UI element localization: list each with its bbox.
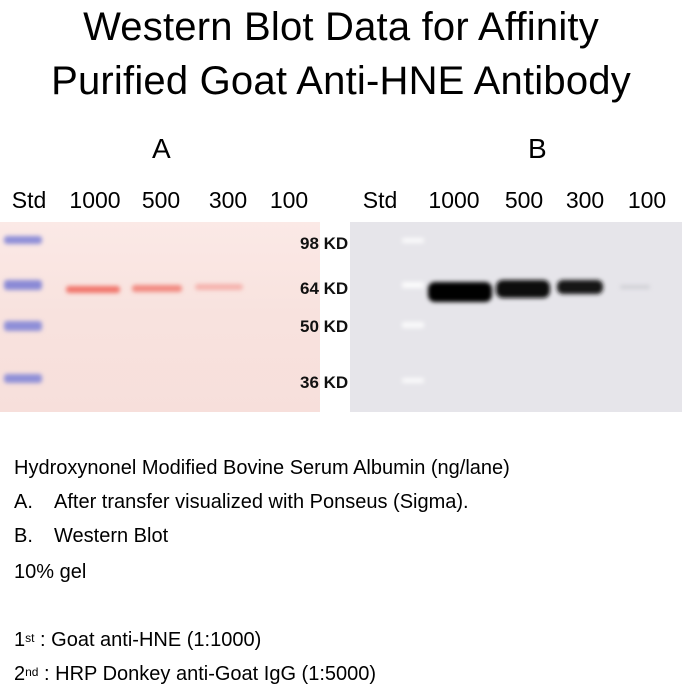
std-marker-band-b <box>402 282 424 288</box>
mw-marker-36: 36 KD <box>300 373 349 392</box>
western-blot-svg <box>402 238 650 383</box>
panel-a-lane-label: Std <box>11 187 47 213</box>
panel-a-lane-label: 1000 <box>69 187 121 213</box>
figure-title-line-2: Purified Goat Anti-HNE Antibody <box>51 59 631 103</box>
std-marker-band-a <box>4 374 42 383</box>
sample-band-b-1000 <box>428 282 492 302</box>
caption-primary-antibody: 1st : Goat anti-HNE (1:1000) <box>14 628 261 652</box>
panel-a-lane-label: 100 <box>269 187 309 213</box>
mw-marker-64: 64 KD <box>300 279 349 298</box>
sample-band-a-1000 <box>66 286 120 293</box>
sample-band-b-300 <box>557 280 603 294</box>
std-marker-band-a <box>4 280 42 290</box>
std-marker-band-b <box>402 322 424 328</box>
std-marker-band-a <box>4 236 42 244</box>
panel-b-lane-label: 300 <box>565 187 605 213</box>
sample-band-b-500 <box>496 280 550 298</box>
sample-band-a-500 <box>132 285 182 292</box>
caption-gel: 10% gel <box>14 561 87 583</box>
ponceau-membrane-svg <box>4 236 243 383</box>
std-marker-band-a <box>4 321 42 331</box>
secondary-sup: nd <box>25 665 39 679</box>
secondary-num: 2 <box>14 663 26 685</box>
std-marker-band-b <box>402 238 424 243</box>
caption-sample: Hydroxynonel Modified Bovine Serum Album… <box>14 457 510 479</box>
ponceau-membrane-image <box>0 222 320 412</box>
caption-secondary-antibody: 2nd : HRP Donkey anti-Goat IgG (1:5000) <box>14 662 376 686</box>
sample-band-b-100 <box>620 285 650 289</box>
primary-num: 1 <box>14 629 26 651</box>
western-blot-image <box>350 222 682 412</box>
secondary-text: : HRP Donkey anti-Goat IgG (1:5000) <box>38 663 377 685</box>
panel-b-lane-label: Std <box>362 187 398 213</box>
primary-sup: st <box>25 631 35 645</box>
primary-text: : Goat anti-HNE (1:1000) <box>34 629 262 651</box>
caption-b-index: B. <box>14 525 33 547</box>
panel-b-lane-label: 1000 <box>428 187 480 213</box>
caption-a-text: After transfer visualized with Ponseus (… <box>54 491 469 513</box>
panel-a-lane-label: 300 <box>208 187 248 213</box>
panel-a-lane-label: 500 <box>141 187 181 213</box>
panel-a-label: A <box>152 133 171 164</box>
sample-band-a-300 <box>195 284 243 290</box>
figure-title-line-1: Western Blot Data for Affinity <box>83 5 599 49</box>
caption-b: B. Western Blot <box>14 524 168 548</box>
panel-b-label: B <box>528 133 547 164</box>
caption-b-text: Western Blot <box>54 525 169 547</box>
mw-marker-98: 98 KD <box>300 234 349 253</box>
std-marker-band-b <box>402 378 424 383</box>
mw-marker-50: 50 KD <box>300 317 349 336</box>
caption-a: A. After transfer visualized with Ponseus… <box>14 490 469 514</box>
caption-a-index: A. <box>14 491 33 513</box>
panel-b-lane-label: 100 <box>627 187 667 213</box>
panel-b-lane-label: 500 <box>504 187 544 213</box>
